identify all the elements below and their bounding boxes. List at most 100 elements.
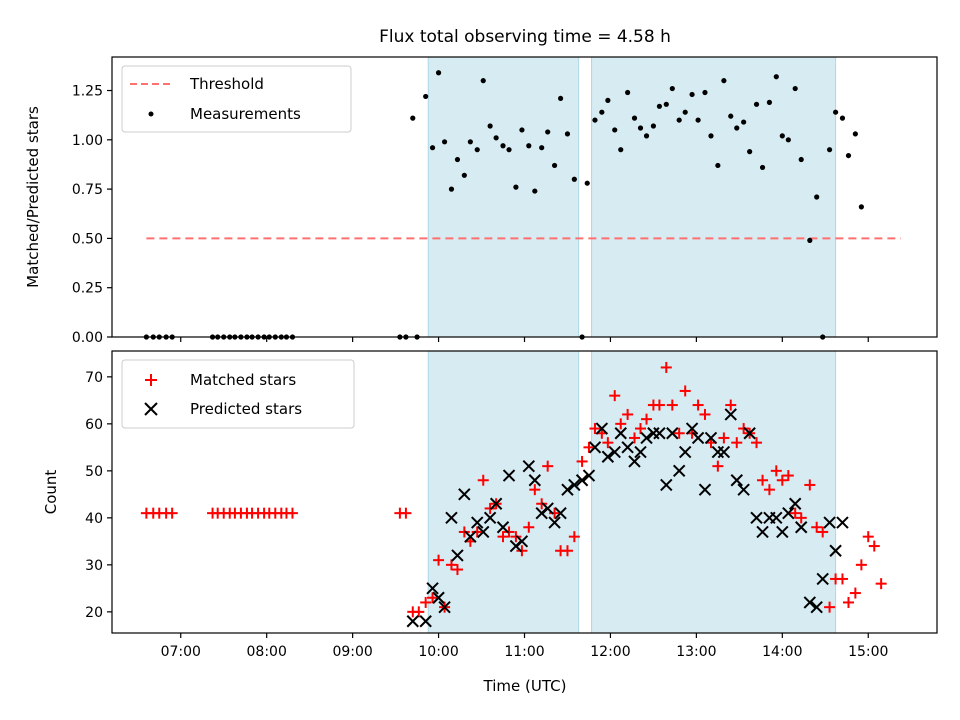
matched-star-point [836,573,848,585]
measurement-point [814,194,820,200]
measurement-point [532,188,538,194]
predicted-star-point [426,582,439,595]
matched-star-point [718,432,730,444]
predicted-star-point [601,450,615,463]
measurement-point [798,156,804,163]
matched-star-point [542,460,554,472]
predicted-star-point [810,600,823,614]
matched-star-point [286,507,298,519]
measurement-point [551,162,558,169]
predicted-star-point [464,530,477,543]
measurement-point [454,156,461,163]
predicted-star-point [737,483,750,496]
matched-star-point [855,559,867,571]
top-legend-box [121,65,352,133]
measurement-point [410,115,416,121]
predicted-star-point [795,521,808,534]
matched-star-point [400,507,412,519]
y-tick-label: 50 [85,464,103,480]
matched-star-point [653,399,665,411]
measurement-point [669,85,675,92]
measurement-point [689,91,695,98]
matched-star-point [782,470,794,482]
matched-star-point [660,361,672,373]
predicted-star-point [432,591,445,604]
predicted-star-point [541,502,554,515]
measurement-point [643,133,650,139]
matched-star-point [427,592,439,604]
matched-star-point [776,474,788,486]
predicted-star-point [756,525,769,539]
bottom-axes: 20 30 40 50 60 70 07:00 08:00 09:00 10:00 11:00 12… [42,350,938,695]
matched-star-point [523,521,535,533]
matched-star-point [166,507,178,519]
measurement-point [721,78,727,84]
x-tick-label: 07:00 [161,644,201,660]
y-tick-label: 1.00 [72,133,103,149]
y-tick-label: 30 [85,558,103,574]
predicted-star-point [698,483,712,496]
y-tick-label: 60 [85,417,103,433]
matched-star-point [413,606,425,618]
predicted-star-point [743,427,756,440]
bottom-x-ticks: 07:00 08:00 09:00 10:00 11:00 12:00 13:00 14:00… [161,633,888,660]
measurement-point [461,172,467,178]
measurement-point [734,125,740,131]
predicted-star-point [829,544,842,557]
measurement-point [526,143,532,149]
x-tick-label: 15:00 [848,644,888,660]
predicted-star-point [621,441,634,454]
measurement-point [519,127,525,133]
measurement-point [656,103,663,109]
measurement-point [564,131,571,137]
measurement-point [826,147,833,153]
x-tick-label: 09:00 [332,644,372,660]
measurement-point [448,186,455,192]
predicted-star-point [660,478,673,492]
predicted-star-point [575,474,589,487]
y-tick-label: 40 [85,511,103,527]
measurement-point [487,123,493,129]
matched-star-point [757,474,769,486]
predicted-star-point [678,445,692,459]
measurement-point [423,93,429,100]
bottom-y-ticks: 20 30 40 50 60 70 [85,370,112,621]
measurement-point [695,117,701,123]
predicted-star-point [528,474,542,487]
matched-star-point [641,413,653,425]
measurement-point [650,123,657,129]
legend-measurements-swatch [148,111,154,117]
predicted-star-point [438,600,451,614]
measurement-point [715,162,721,169]
measurement-point [792,85,798,92]
matched-star-point [789,507,801,519]
top-shaded-intervals [427,56,837,338]
predicted-star-point [496,521,510,534]
y-tick-label: 0.00 [72,330,103,346]
predicted-star-point [691,431,705,445]
predicted-star-point [561,483,574,496]
matched-star-point [451,564,463,576]
predicted-star-point [502,469,516,482]
predicted-star-point [666,427,679,440]
top-y-axis-label: Matched/Predicted stars [24,106,42,288]
x-tick-label: 14:00 [762,644,802,660]
matched-star-point [712,460,724,472]
shaded-interval [591,56,837,338]
predicted-star-point [522,459,536,473]
predicted-star-point [770,511,783,525]
top-plot-frame [111,56,938,338]
matched-star-point [770,465,782,477]
predicted-star-point [419,615,432,628]
x-tick-label: 08:00 [247,644,287,660]
predicted-star-point [614,427,627,440]
matched-star-point [862,531,874,543]
predicted-star-point [458,488,471,501]
matched-star-point [673,427,685,439]
predicted-star-point [724,408,737,421]
matched-star-point [811,521,823,533]
matched-star-point [795,512,807,524]
bottom-legend: Matched stars Predicted stars [121,359,355,429]
predicted-star-point [515,535,529,548]
